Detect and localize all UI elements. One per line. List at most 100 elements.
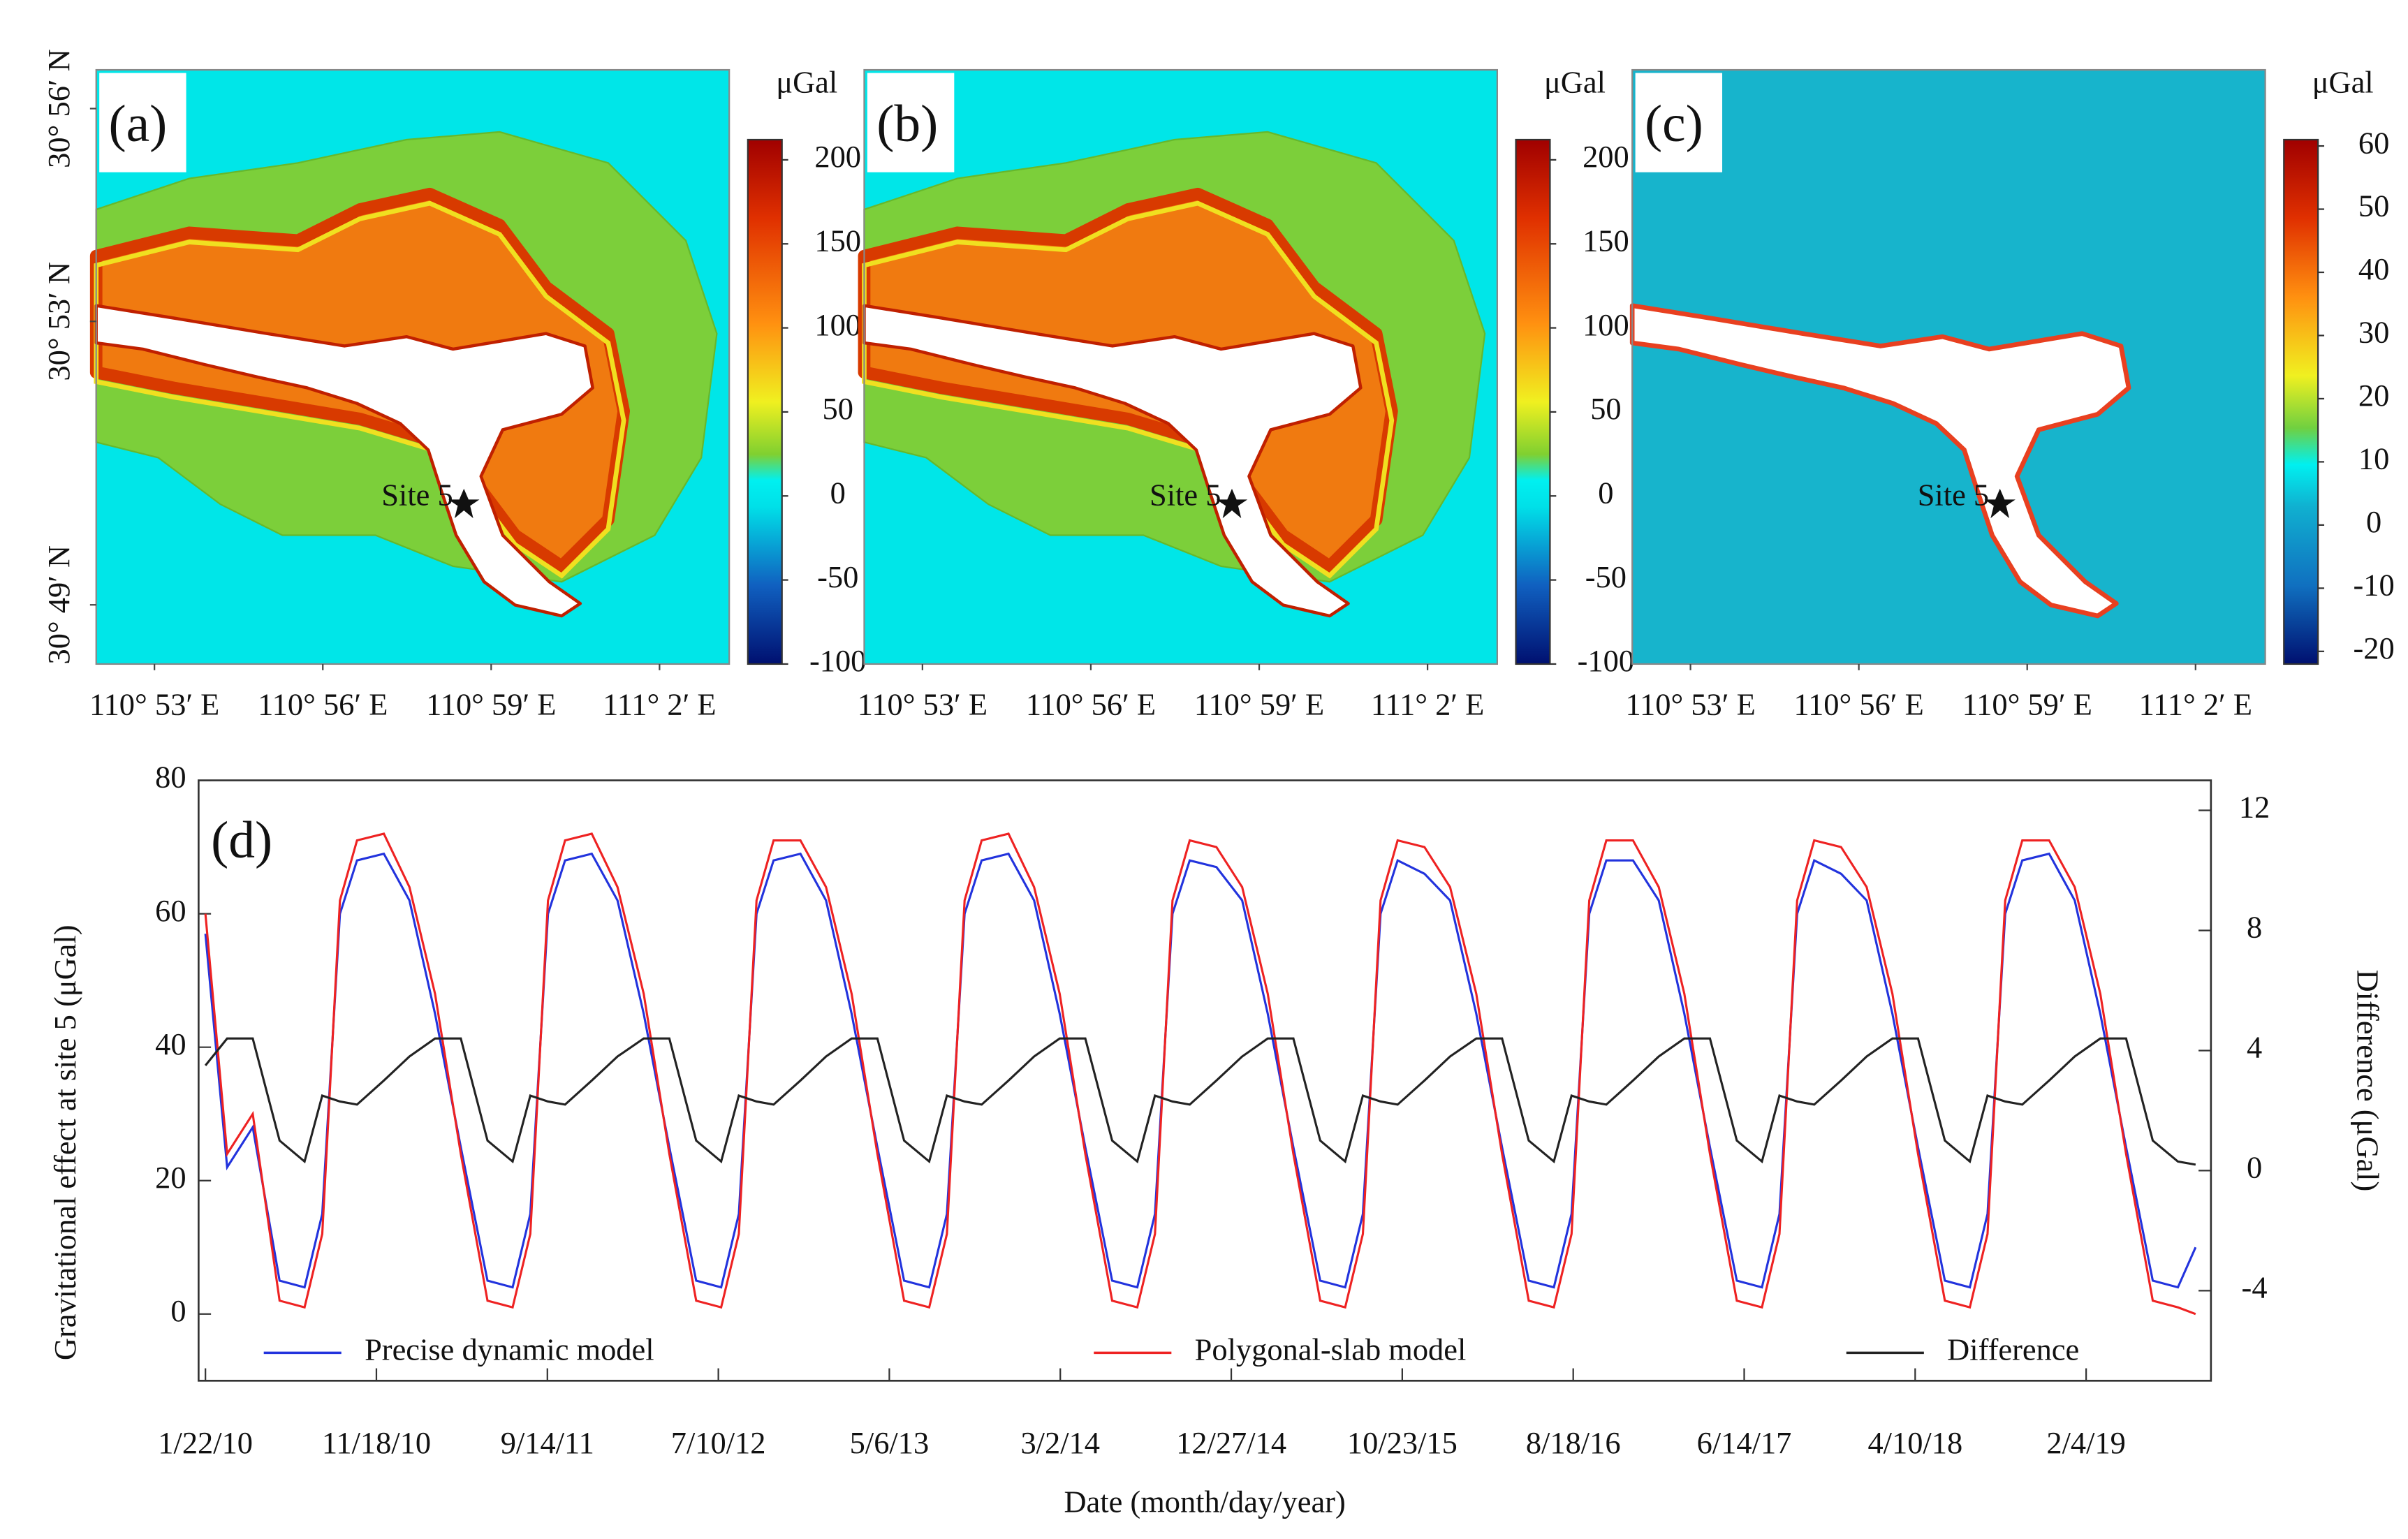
x-tick-label: 1/22/10: [158, 1425, 253, 1460]
series-line: [204, 852, 2197, 1289]
x-tick-label: 110° 53′ E: [858, 686, 988, 721]
x-tick-label: 4/10/18: [1867, 1425, 1962, 1460]
y-tick-label: 40: [155, 1026, 186, 1061]
panel-label: (b): [876, 95, 938, 153]
y-tick-label: 80: [155, 760, 186, 795]
colorbar-tick-label: 100: [814, 307, 861, 342]
series-line: [204, 832, 2196, 1316]
legend-label: Difference: [1947, 1332, 2079, 1367]
colorbar-tick-label: 10: [2358, 441, 2389, 476]
x-tick-label: 111° 2′ E: [2139, 686, 2252, 721]
y2-tick-label: 4: [2247, 1030, 2262, 1065]
x-tick-label: 10/23/15: [1347, 1425, 1458, 1460]
map-panel: (c) Site 5 110° 53′ E 110° 56′ E 110° 59′ E 1…: [1625, 64, 2394, 721]
x-tick-label: 8/18/16: [1526, 1425, 1621, 1460]
x-tick-label: 3/2/14: [1020, 1425, 1100, 1460]
x-tick-label: 110° 59′ E: [426, 686, 556, 721]
panel-label: (c): [1645, 95, 1703, 153]
legend-label: Precise dynamic model: [365, 1332, 654, 1367]
colorbar-tick-label: 100: [1583, 307, 1629, 342]
y-tick-label: 30° 56′ N: [41, 49, 76, 168]
x-tick-label: 110° 56′ E: [1794, 686, 1924, 721]
legend-label: Polygonal-slab model: [1195, 1332, 1467, 1367]
colorbar-tick-label: 40: [2358, 251, 2389, 286]
x-tick-label: 111° 2′ E: [603, 686, 716, 721]
panel-label-bg: [1635, 73, 1723, 172]
colorbar: [1515, 138, 1551, 665]
x-tick-label: 12/27/14: [1176, 1425, 1286, 1460]
colorbar-tick-label: -50: [817, 559, 858, 594]
site-marker: [1216, 488, 1248, 519]
colorbar-tick-label: 200: [814, 139, 861, 174]
colorbar-tick-label: 50: [822, 391, 853, 426]
site-marker: [448, 488, 480, 519]
x-tick-label: 2/4/19: [2046, 1425, 2126, 1460]
colorbar-tick-label: 0: [2366, 504, 2381, 539]
y2-axis-label: Difference (μGal): [2351, 970, 2386, 1192]
x-tick-label: 5/6/13: [850, 1425, 930, 1460]
colorbar-tick-label: 50: [1590, 391, 1621, 426]
colorbar-unit: μGal: [2312, 64, 2374, 99]
site-label: Site 5: [381, 477, 453, 512]
x-axis-label: Date (month/day/year): [1064, 1484, 1345, 1519]
y-tick-label: 30° 49′ N: [41, 545, 76, 665]
plot-frame: [198, 779, 2212, 1382]
x-tick-label: 111° 2′ E: [1371, 686, 1484, 721]
site-marker: [1984, 488, 2016, 519]
x-tick-label: 110° 53′ E: [89, 686, 219, 721]
colorbar-tick-label: 60: [2358, 125, 2389, 160]
reservoir: [94, 304, 594, 618]
colorbar-tick-label: 150: [1583, 223, 1629, 258]
y2-tick-label: 12: [2239, 790, 2270, 825]
y-tick-label: 30° 53′ N: [41, 262, 76, 381]
panel-label-bg: [99, 73, 186, 172]
panel-label: (a): [109, 95, 168, 153]
x-tick-label: 9/14/11: [501, 1425, 594, 1460]
y2-tick-label: -4: [2242, 1270, 2268, 1305]
map-frame: [863, 68, 1499, 665]
x-tick-label: 110° 56′ E: [258, 686, 388, 721]
colorbar-tick-label: -100: [809, 643, 866, 678]
colorbar-tick-label: -50: [1585, 559, 1627, 594]
map-panel: (a) Site 5 110° 53′ E 110° 56′ E 110° 59′ E 1…: [41, 49, 866, 721]
y-axis-label: Gravitational effect at site 5 (μGal): [47, 925, 82, 1360]
colorbar-tick-label: 50: [2358, 189, 2389, 223]
map-panel: (b) Site 5 110° 53′ E 110° 56′ E 110° 59′ E 1…: [858, 64, 1634, 721]
x-tick-label: 110° 53′ E: [1625, 686, 1755, 721]
site-label: Site 5: [1150, 477, 1221, 512]
colorbar: [747, 138, 783, 665]
x-tick-label: 110° 59′ E: [1194, 686, 1324, 721]
colorbar-tick-label: 0: [830, 475, 846, 510]
colorbar-tick-label: 20: [2358, 378, 2389, 413]
panel-label: (d): [211, 811, 272, 869]
colorbar-tick-label: -20: [2354, 631, 2395, 665]
x-tick-label: 7/10/12: [671, 1425, 766, 1460]
x-tick-label: 110° 59′ E: [1962, 686, 2092, 721]
map-frame: [95, 68, 731, 665]
y-tick-label: 20: [155, 1160, 186, 1195]
y-tick-label: 60: [155, 893, 186, 928]
colorbar: [2283, 138, 2319, 665]
colorbar-tick-label: -10: [2354, 568, 2395, 603]
x-tick-label: 6/14/17: [1697, 1425, 1792, 1460]
colorbar-tick-label: -100: [1578, 643, 1634, 678]
colorbar-tick-label: 150: [814, 223, 861, 258]
colorbar-unit: μGal: [1544, 64, 1606, 99]
map-frame: [1631, 68, 2266, 665]
y2-tick-label: 8: [2247, 910, 2262, 945]
reservoir: [862, 304, 1363, 618]
colorbar-tick-label: 30: [2358, 315, 2389, 350]
map-region-mid: [94, 200, 626, 579]
map-region-mid: [862, 200, 1395, 579]
x-tick-label: 110° 56′ E: [1026, 686, 1156, 721]
colorbar-tick-label: 0: [1598, 475, 1613, 510]
colorbar-unit: μGal: [776, 64, 837, 99]
panel-label-bg: [867, 73, 955, 172]
site-label: Site 5: [1918, 477, 1989, 512]
series-line: [204, 1037, 2196, 1166]
y-tick-label: 0: [170, 1293, 186, 1328]
reservoir: [1629, 303, 2131, 619]
colorbar-tick-label: 200: [1583, 139, 1629, 174]
